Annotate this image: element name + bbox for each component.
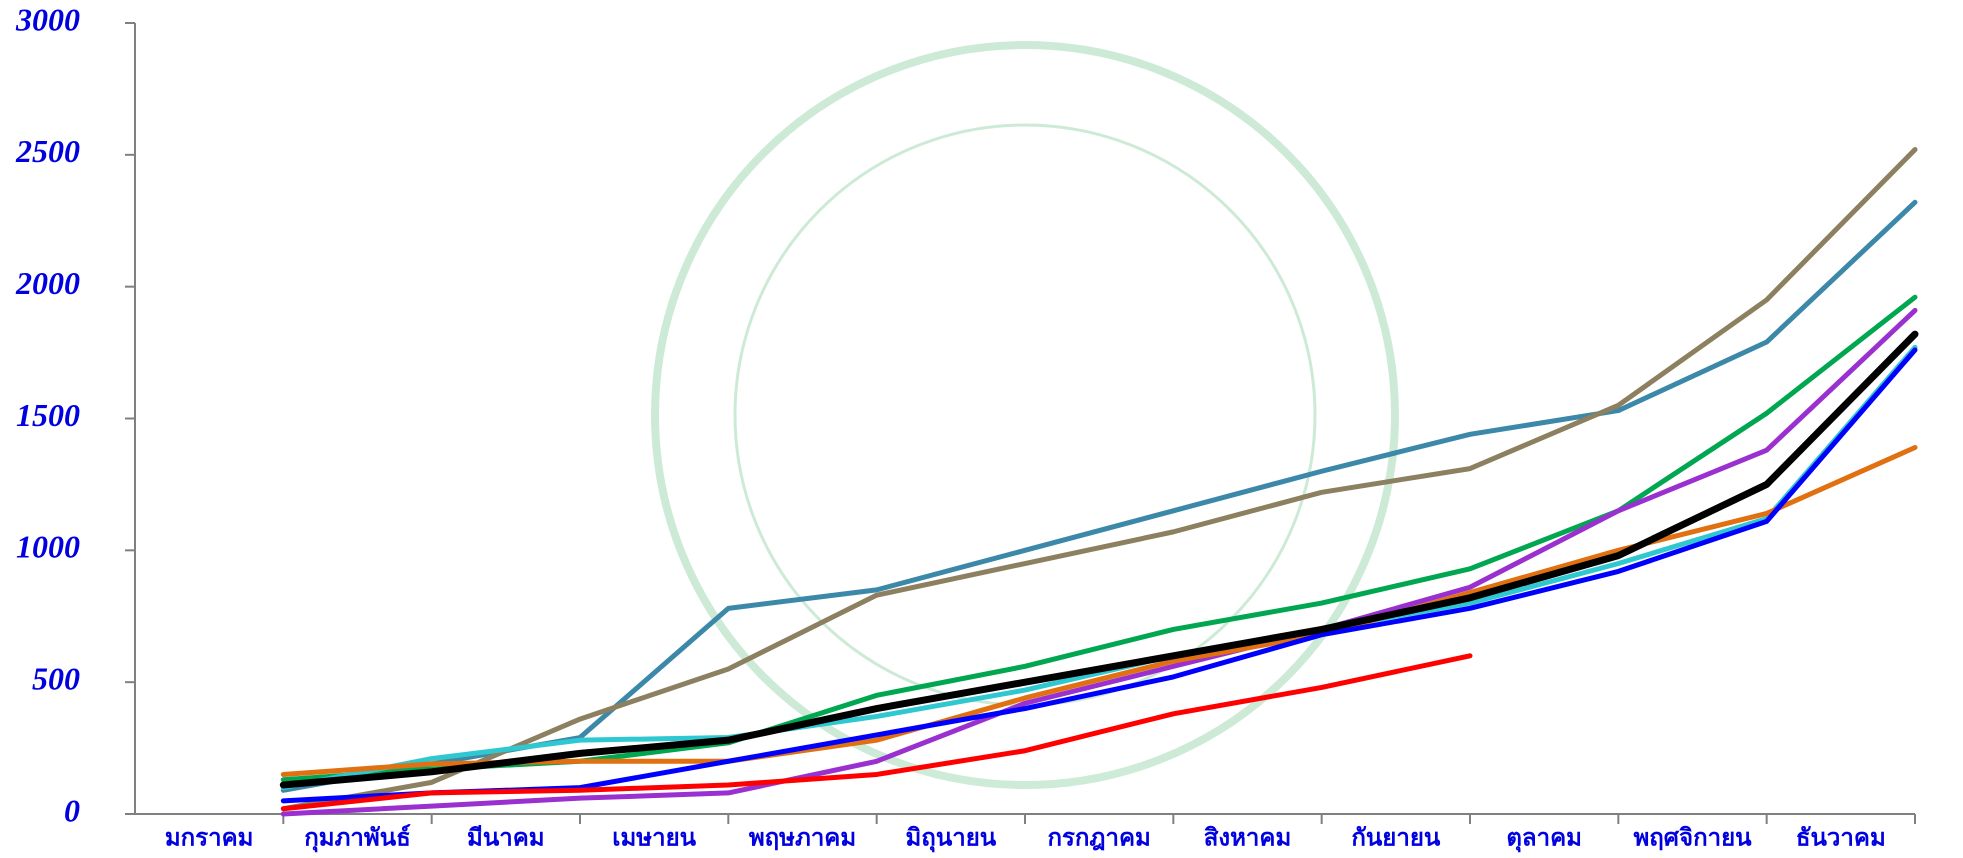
y-tick-label: 1000 <box>16 529 80 565</box>
x-tick-label: มกราคม <box>165 826 254 852</box>
x-tick-label: กรกฎาคม <box>1047 826 1150 852</box>
watermark <box>655 45 1395 785</box>
y-tick-label: 3000 <box>15 1 80 37</box>
series-line <box>283 334 1915 785</box>
series-line <box>283 202 1915 790</box>
y-tick-label: 0 <box>64 792 80 828</box>
x-tick-label: ธันวาคม <box>1796 826 1886 852</box>
y-tick-label: 2500 <box>15 133 80 169</box>
series-line <box>283 448 1915 775</box>
x-tick-label: สิงหาคม <box>1204 826 1292 852</box>
x-tick-label: กุมภาพันธ์ <box>304 824 411 854</box>
series-line <box>283 347 1915 787</box>
chart: 0 500 1000 1500 2000 2500 3000 มกราคม กุมภาพันธ์… <box>0 0 1963 858</box>
x-tick-label: เมษายน <box>612 826 696 852</box>
x-tick-label: พฤศจิกายน <box>1633 826 1752 852</box>
x-tick-label: มีนาคม <box>467 825 545 852</box>
y-tick-label: 2000 <box>15 265 80 301</box>
x-tick-label: มิถุนายน <box>905 826 996 854</box>
x-tick-label: กันยายน <box>1351 826 1441 852</box>
series-line <box>283 656 1470 809</box>
x-tick-label: พฤษภาคม <box>749 826 856 852</box>
x-tick-label: ตุลาคม <box>1506 826 1582 854</box>
y-tick-label: 500 <box>32 661 80 697</box>
y-tick-label: 1500 <box>16 397 80 433</box>
